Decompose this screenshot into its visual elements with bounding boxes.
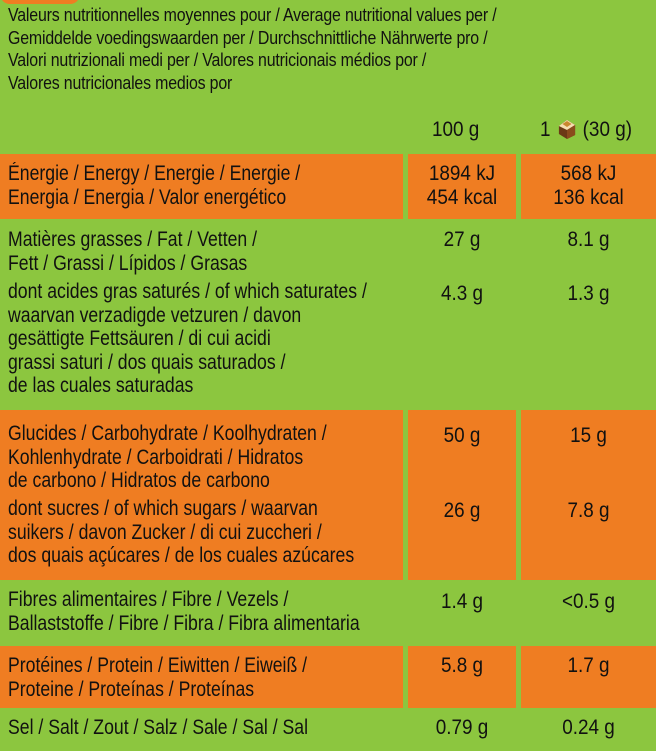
energy-portion: 568 kJ 136 kcal: [553, 162, 624, 209]
energy-label: Énergie / Energy / Energie / Energie / E…: [8, 162, 301, 209]
saturates-100g: 4.3 g: [440, 282, 484, 305]
protein-portion: 1.7 g: [567, 654, 610, 677]
fibre-100g: 1.4 g: [440, 590, 484, 613]
fat-label: Matières grasses / Fat / Vetten / Fett /…: [8, 228, 258, 275]
carbohydrate-100g: 50 g: [443, 424, 481, 447]
header-line: Valori nutrizionali medi per / Valores n…: [8, 49, 427, 70]
header-line: Valeurs nutritionnelles moyennes pour / …: [8, 4, 497, 25]
header-line: Gemiddelde voedingswaarden per / Durchsc…: [8, 26, 488, 48]
salt-100g: 0.79 g: [435, 716, 489, 739]
salt-row: Sel / Salt / Zout / Salz / Sale / Sal / …: [0, 710, 656, 751]
header-line: Valores nutricionales medios por: [8, 71, 233, 93]
fat-row: Matières grasses / Fat / Vetten / Fett /…: [0, 224, 656, 408]
sugars-label: dont sucres / of which sugars / waarvan …: [8, 497, 355, 567]
saturates-portion: 1.3 g: [567, 282, 610, 305]
salt-label: Sel / Salt / Zout / Salz / Sale / Sal / …: [8, 716, 309, 739]
portion-count: 1: [540, 118, 551, 141]
decorative-orange-tab: [0, 0, 80, 4]
chocolate-piece-icon: [557, 118, 577, 140]
salt-portion: 0.24 g: [562, 716, 615, 739]
carbohydrate-label: Glucides / Carbohydrate / Koolhydraten /…: [8, 422, 327, 492]
carbohydrate-portion: 15 g: [570, 424, 607, 447]
column-header-portion: 1 (30 g): [540, 118, 632, 142]
fat-portion: 8.1 g: [567, 228, 610, 251]
fibre-label: Fibres alimentaires / Fibre / Vezels / B…: [8, 588, 360, 635]
energy-100g: 1894 kJ 454 kcal: [426, 162, 498, 209]
protein-row: Protéines / Protein / Eiwitten / Eiweiß …: [0, 646, 656, 708]
protein-100g: 5.8 g: [440, 654, 484, 677]
energy-row: Énergie / Energy / Energie / Energie / E…: [0, 154, 656, 219]
fibre-portion: <0.5 g: [561, 590, 616, 613]
sugars-100g: 26 g: [443, 499, 481, 522]
protein-label: Protéines / Protein / Eiwitten / Eiweiß …: [8, 654, 308, 701]
portion-size: (30 g): [582, 118, 633, 141]
carbohydrate-row: Glucides / Carbohydrate / Koolhydraten /…: [0, 410, 656, 580]
fibre-row: Fibres alimentaires / Fibre / Vezels / B…: [0, 582, 656, 644]
column-header-100g: 100 g: [432, 118, 480, 141]
nutrition-header: Valeurs nutritionnelles moyennes pour / …: [8, 4, 558, 94]
saturates-label: dont acides gras saturés / of which satu…: [8, 280, 367, 397]
fat-100g: 27 g: [443, 228, 481, 251]
sugars-portion: 7.8 g: [567, 499, 610, 522]
